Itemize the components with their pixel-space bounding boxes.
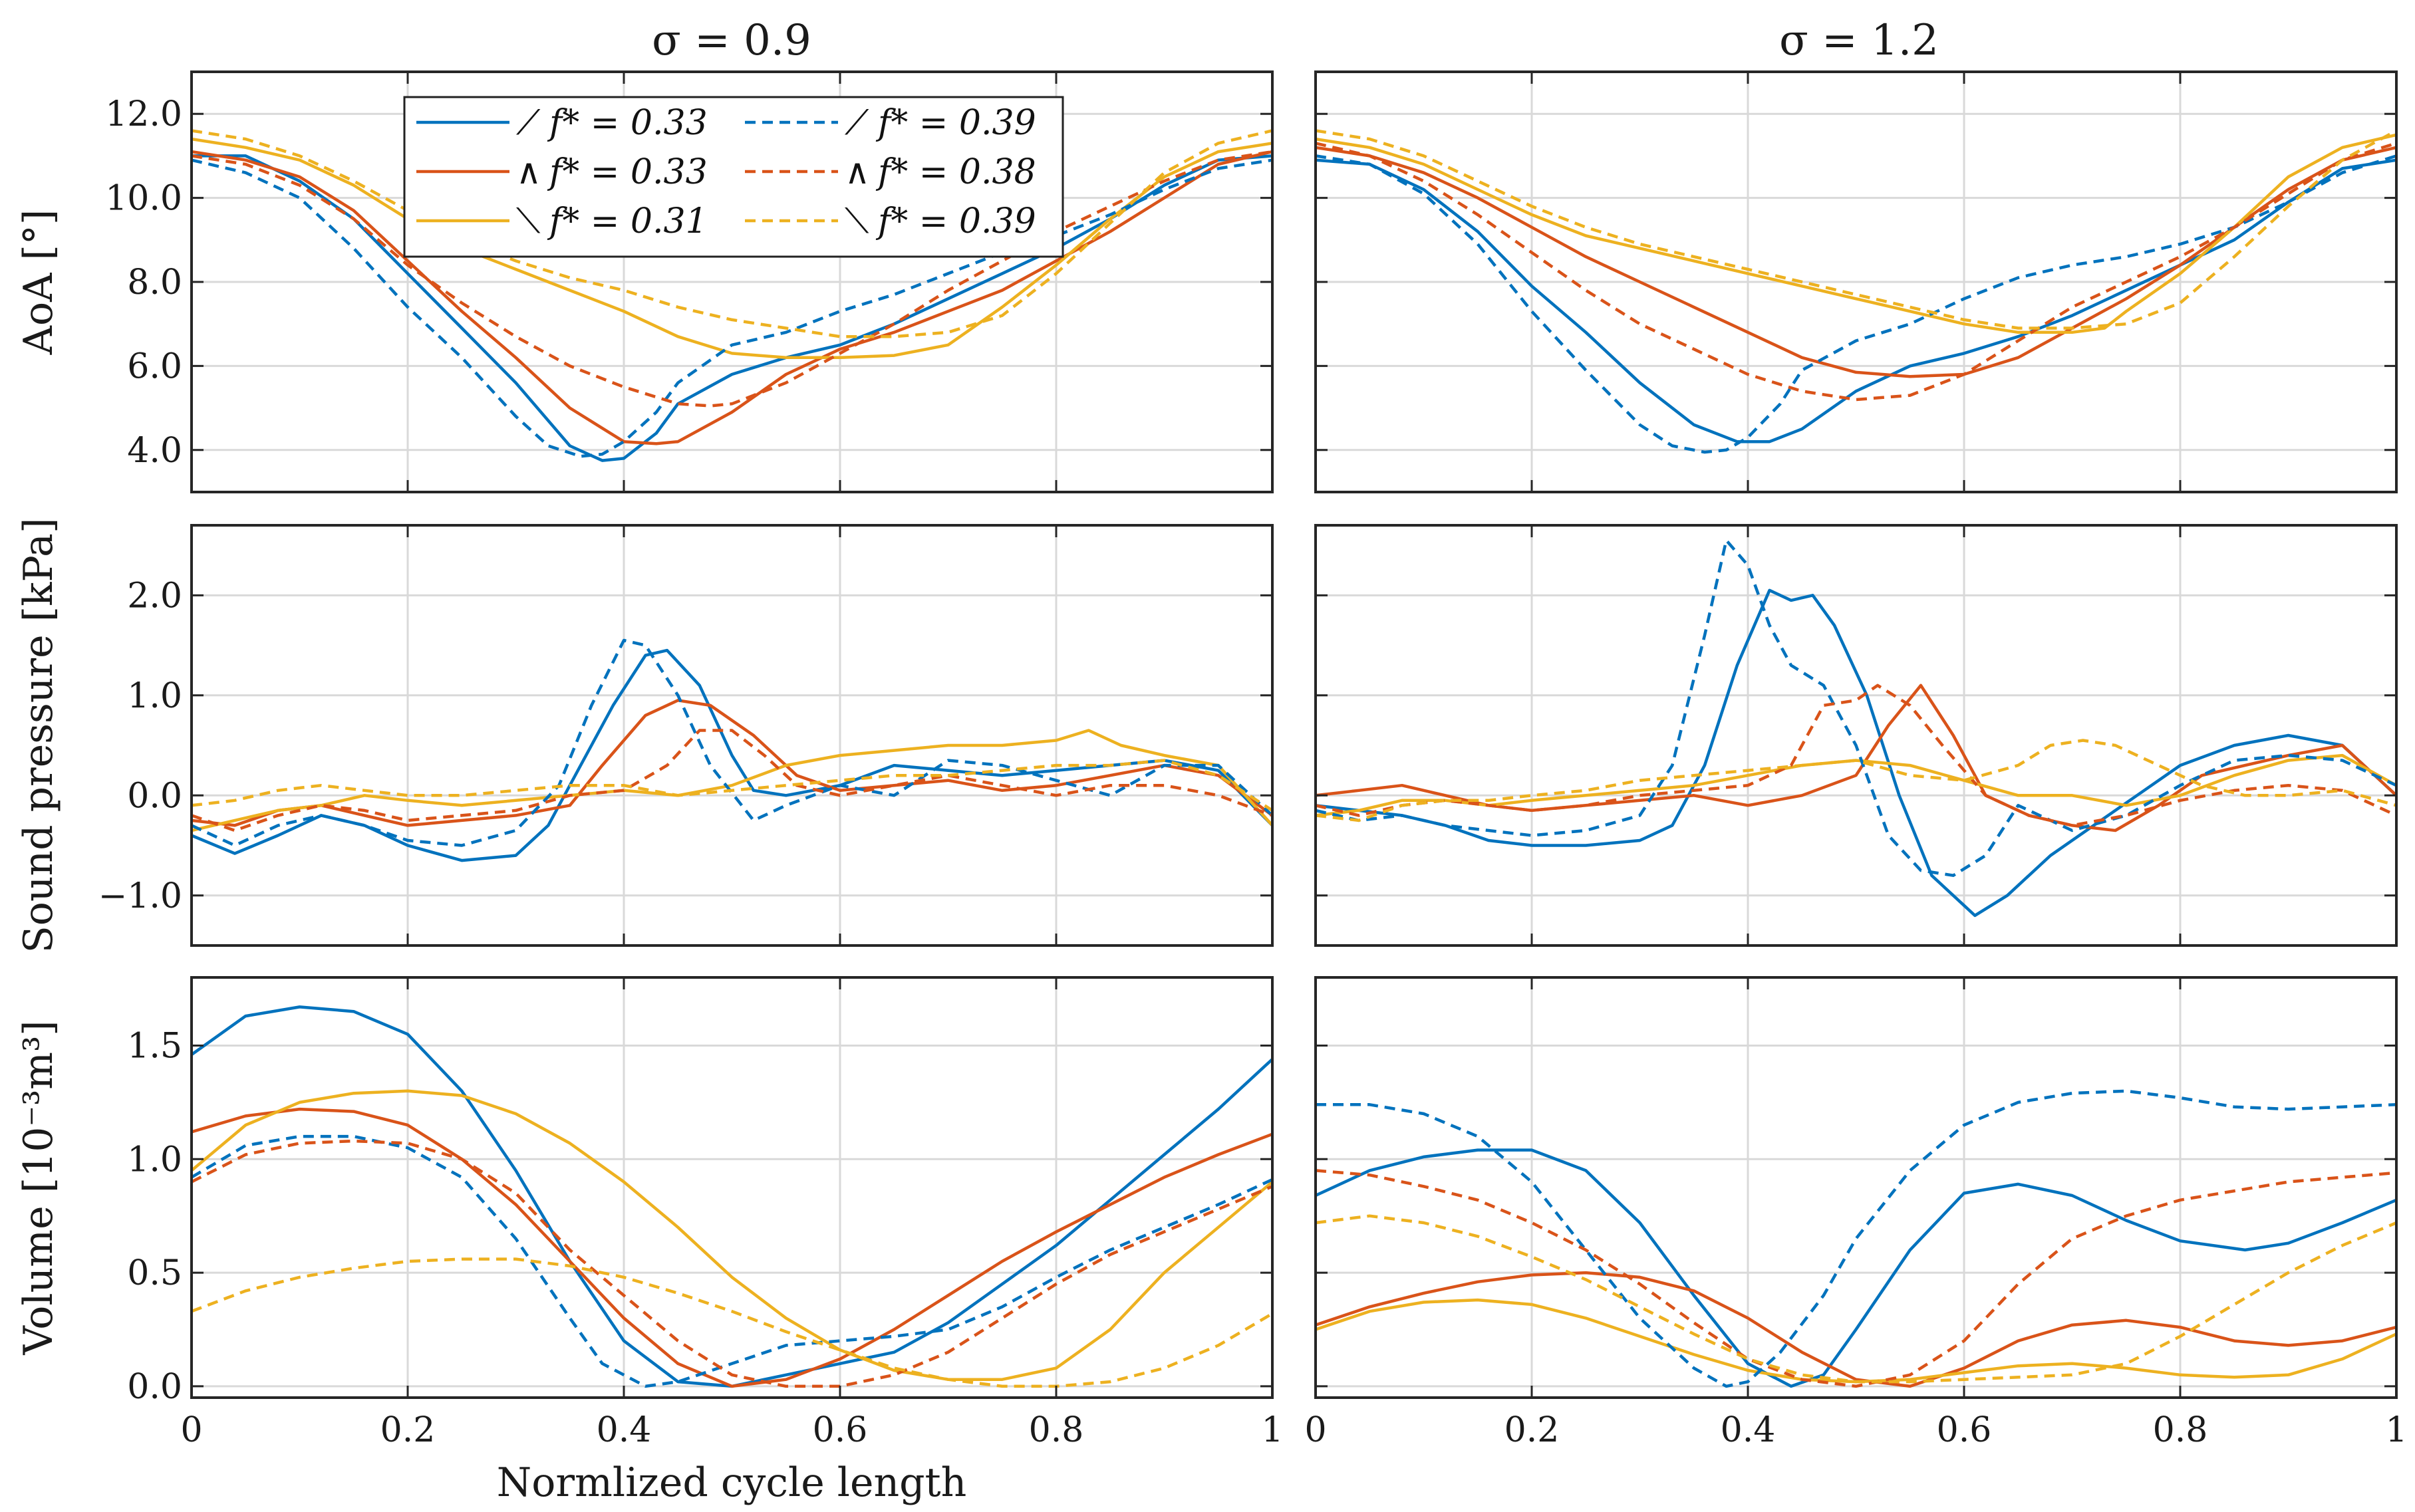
series-line-4 [1316,1169,2396,1388]
x-tick-label: 0 [180,1410,202,1450]
series-line-2 [192,1089,1272,1381]
series-line-4 [192,1139,1272,1388]
x-tick-label: 0.8 [1029,1410,1084,1450]
x-tick-label: 1 [1261,1410,1283,1450]
x-tick-label: 0.2 [1504,1410,1560,1450]
axes-frame [190,524,1274,947]
y-tick-label: 1.5 [127,1026,182,1066]
y-tick-label: 1.0 [127,1140,182,1180]
x-tick-label: 0.4 [597,1410,652,1450]
y-tick-label: 10.0 [105,179,182,219]
series-group [192,129,1272,462]
legend-glyph: ⟋ [516,103,541,143]
legend-label: f* = 0.39 [875,103,1036,143]
series-line-1 [192,1107,1272,1388]
panel-volume-sigma-0.9: 0.0 0.5 1.0 1.5 0 0.2 0.4 0.6 0.8 1 Volume [10⁻³m³… [15,976,1284,1450]
y-tick-label: 4.0 [127,431,182,471]
series-line-2 [1316,133,2396,334]
legend-label: f* = 0.33 [547,103,708,143]
series-line-1 [1316,1271,2396,1388]
series-line-4 [192,150,1272,408]
series-line-4 [1316,684,2396,827]
x-tick-label: 0.2 [380,1410,436,1450]
x-tick-label: 0.6 [1937,1410,1992,1450]
series-line-5 [192,1257,1272,1388]
series-line-3 [1316,1089,2396,1388]
series-line-0 [1316,588,2396,918]
series-line-0 [1316,1148,2396,1388]
y-tick-label: −1.0 [98,876,182,916]
legend-glyph: ∧ [845,152,870,192]
series-line-5 [192,129,1272,338]
y-axis-label: Sound pressure [kPa] [15,518,62,953]
panel-sound-pressure-sigma-1.2 [1314,524,2398,947]
axes-frame [190,976,1274,1399]
series-line-2 [1316,753,2396,817]
legend-glyph: ⟋ [845,103,869,143]
legend-glyph: ⟍ [845,201,869,241]
series-group [192,1005,1272,1388]
series-line-3 [192,158,1272,458]
x-axis-label: Normlized cycle length [497,1459,967,1506]
column-title-sigma-1.2: σ = 1.2 [1779,16,1939,65]
y-tick-label: 6.0 [127,346,182,386]
series-line-2 [192,729,1272,832]
y-tick-label: 8.0 [127,263,182,303]
series-line-0 [1316,158,2396,443]
x-tick-label: 0.8 [2153,1410,2208,1450]
y-tick-label: 0.0 [127,1367,182,1407]
series-line-3 [192,638,1272,847]
series-line-4 [192,729,1272,832]
x-tick-label: 0 [1304,1410,1326,1450]
legend-glyph: ⟍ [516,201,541,241]
panel-aoa-sigma-1.2 [1314,70,2398,493]
y-tick-label: 0.5 [127,1253,182,1293]
series-line-1 [192,150,1272,445]
series-group [1316,539,2396,918]
series-line-3 [1316,154,2396,454]
series-line-2 [192,137,1272,360]
y-axis-label: AoA [°] [15,209,62,356]
series-line-1 [1316,146,2396,378]
x-tick-label: 1 [2385,1410,2407,1450]
legend-label: f* = 0.38 [875,152,1036,192]
series-group [192,638,1272,862]
series-line-3 [1316,539,2396,877]
legend-label: f* = 0.31 [547,201,708,241]
legend-glyph: ∧ [516,152,541,192]
y-tick-label: 0.0 [127,776,182,816]
y-axis-label: Volume [10⁻³m³] [15,1020,62,1355]
series-line-4 [1316,142,2396,402]
series-group [1316,129,2396,454]
panel-aoa-sigma-0.9: 4.0 6.0 8.0 10.0 12.0 AoA [°] [15,70,1274,493]
y-tick-label: 1.0 [127,676,182,716]
y-tick-label: 12.0 [105,94,182,134]
series-line-3 [192,1134,1272,1388]
series-line-5 [1316,129,2396,330]
legend-label: f* = 0.39 [875,201,1036,241]
column-title-sigma-0.9: σ = 0.9 [652,16,811,65]
series-line-5 [1316,1214,2396,1384]
series-group [1316,1089,2396,1388]
axes-frame [1314,976,2398,1399]
panel-sound-pressure-sigma-0.9: −1.0 0.0 1.0 2.0 Sound pressure [kPa] [15,518,1274,953]
x-tick-label: 0.4 [1721,1410,1776,1450]
y-tick-label: 2.0 [127,576,182,616]
series-line-5 [1316,739,2396,822]
panel-volume-sigma-1.2: 0 0.2 0.4 0.6 0.8 1 [1304,976,2408,1450]
series-line-0 [192,648,1272,862]
series-line-1 [1316,684,2396,832]
legend: ⟋ f* = 0.33∧ f* = 0.33⟍ f* = 0.31⟋ f* = 0.39… [403,96,1064,258]
series-line-1 [192,699,1272,827]
x-tick-label: 0.6 [813,1410,868,1450]
legend-label: f* = 0.33 [547,152,708,192]
series-line-0 [192,154,1272,462]
legend-box [403,96,1064,258]
axes-frame [1314,524,2398,947]
